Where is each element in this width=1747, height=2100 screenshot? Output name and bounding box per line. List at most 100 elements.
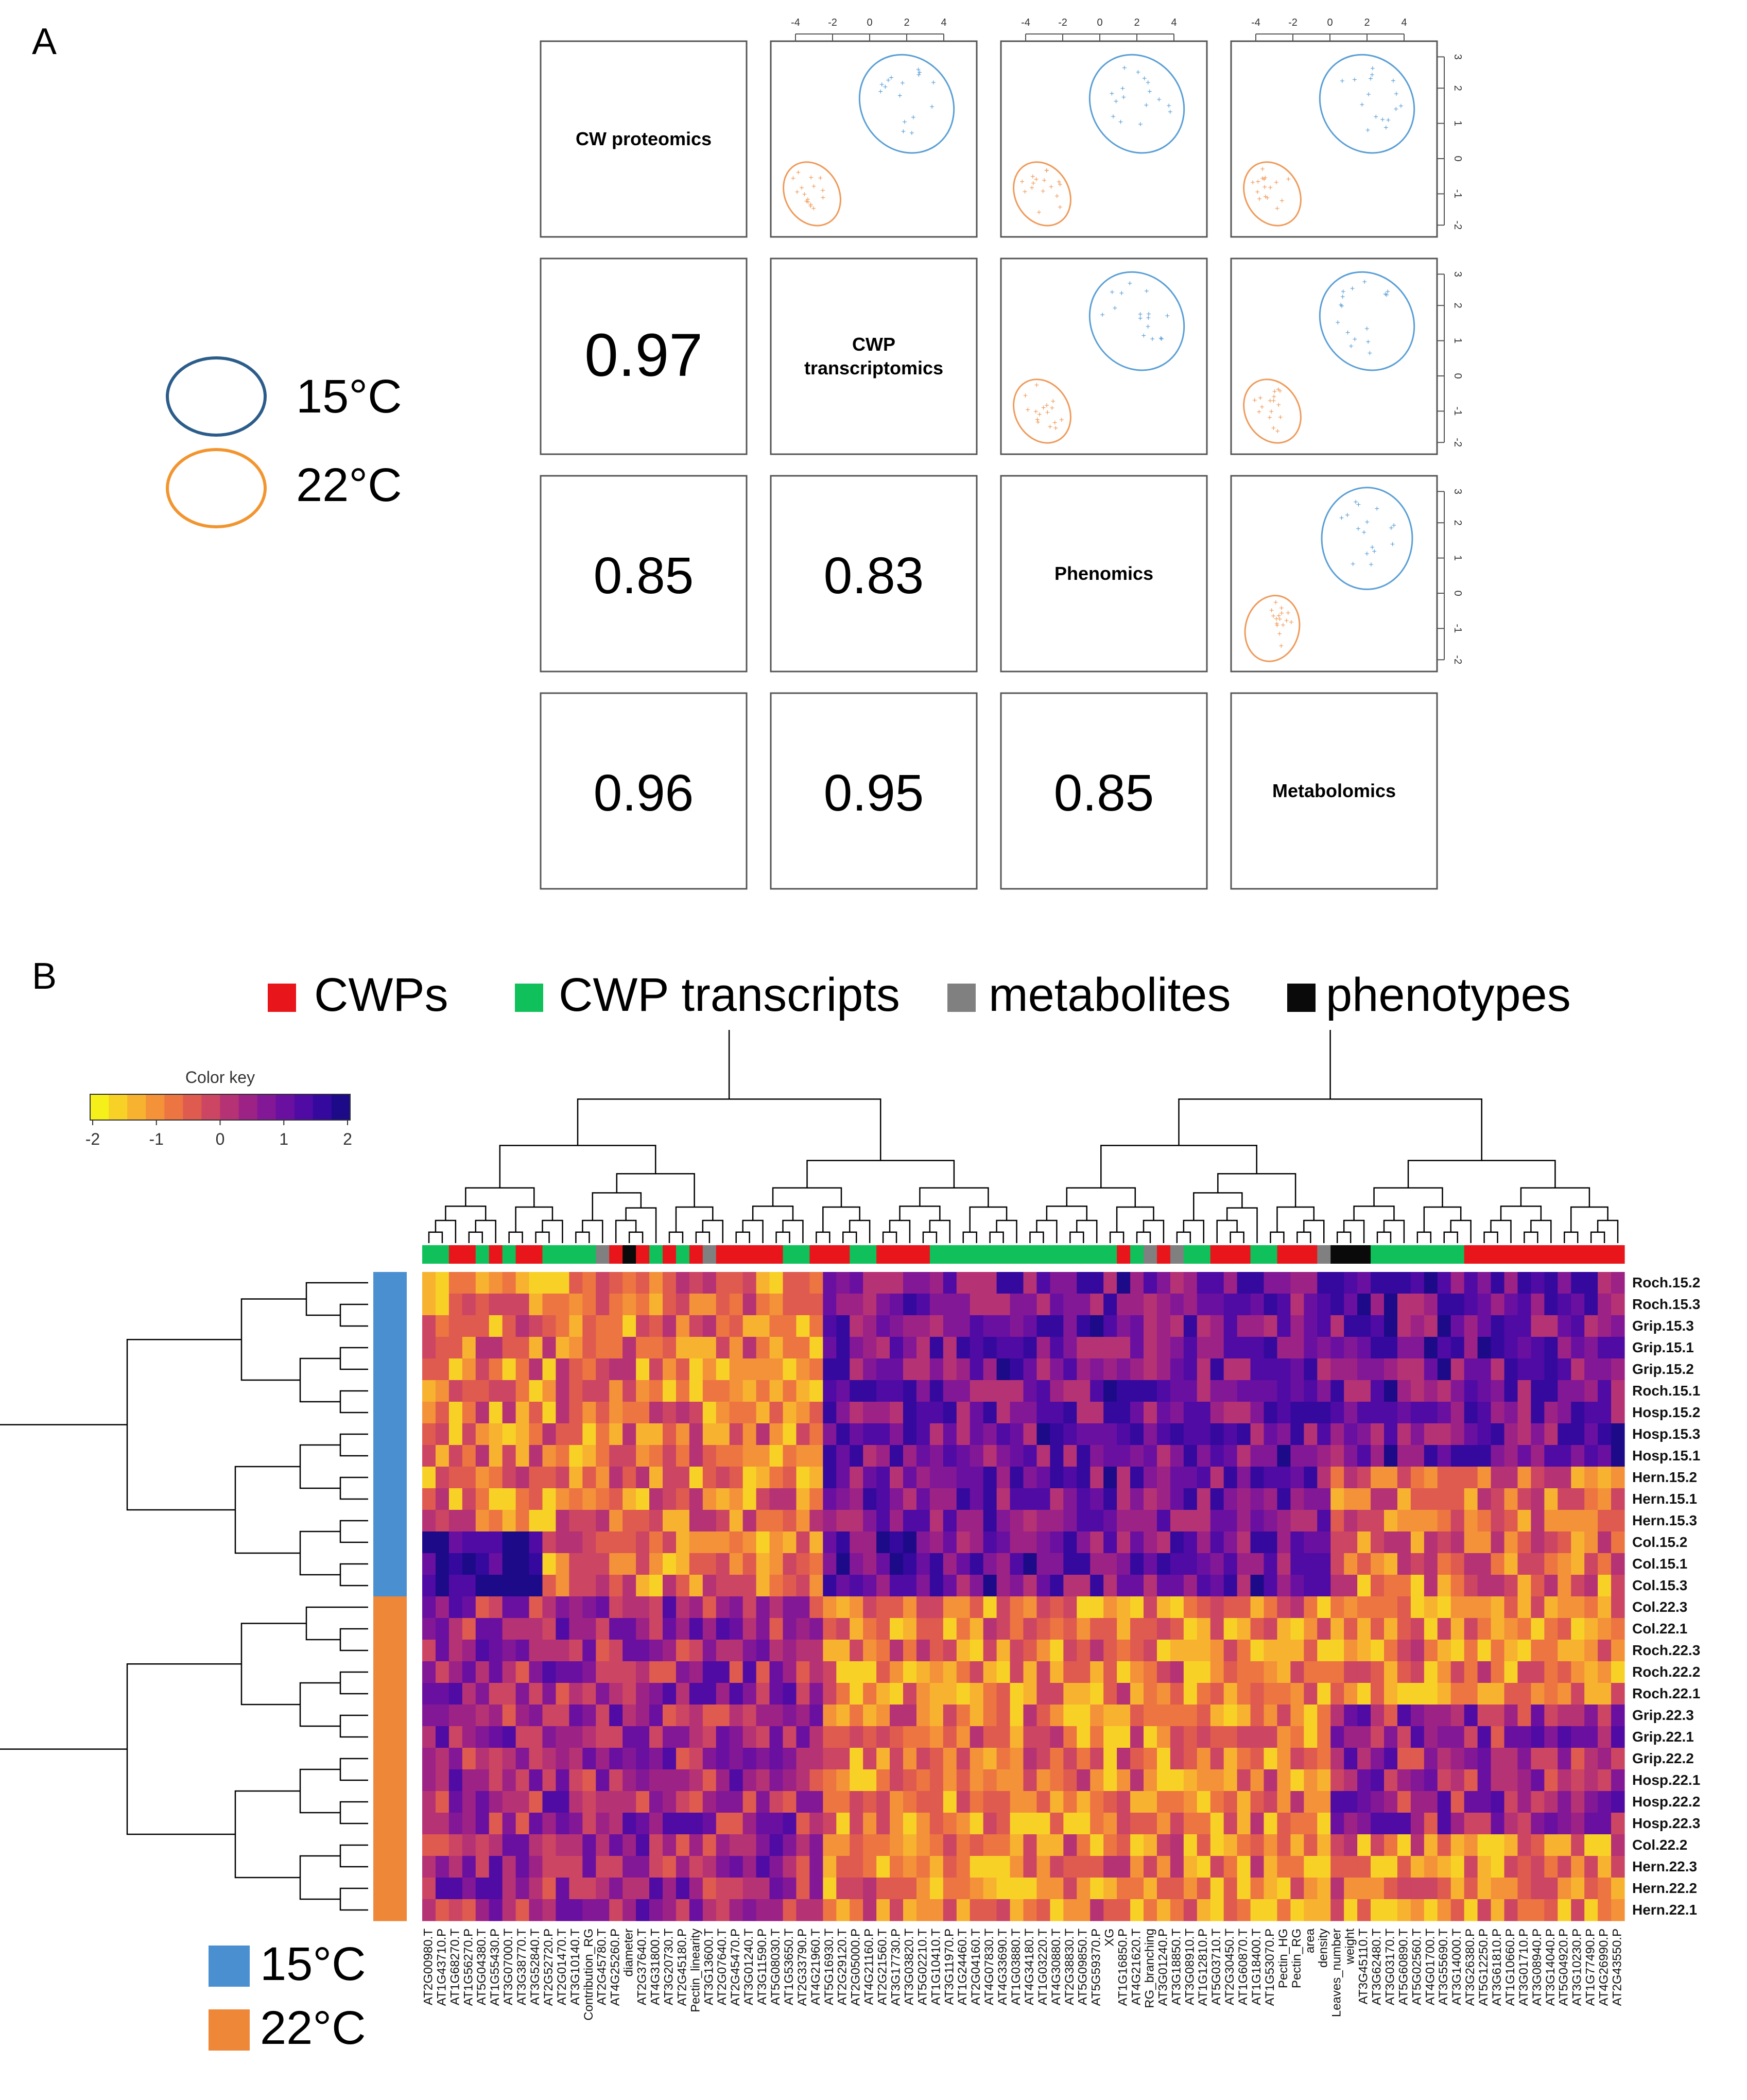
heatmap-cell bbox=[689, 1423, 703, 1445]
heatmap-cell bbox=[1036, 1596, 1050, 1619]
heatmap-cell bbox=[636, 1899, 650, 1921]
column-dendrogram-branch bbox=[1590, 1231, 1605, 1243]
heatmap-cell bbox=[1090, 1467, 1104, 1489]
heatmap-cell bbox=[422, 1510, 436, 1532]
heatmap-cell bbox=[1357, 1769, 1371, 1792]
scatter-point-15c: + bbox=[1353, 498, 1358, 507]
heatmap-cell bbox=[1450, 1726, 1465, 1748]
heatmap-cell bbox=[1517, 1445, 1531, 1467]
heatmap-cell bbox=[903, 1402, 917, 1424]
heatmap-cell bbox=[502, 1337, 516, 1359]
heatmap-cell bbox=[1197, 1510, 1211, 1532]
column-label: AT3G26380.P bbox=[1463, 1929, 1477, 2006]
heatmap-cell bbox=[863, 1878, 877, 1900]
heatmap-cell bbox=[649, 1899, 663, 1921]
heatmap-cell bbox=[903, 1834, 917, 1856]
heatmap-cell bbox=[1117, 1618, 1131, 1640]
heatmap-cell bbox=[983, 1834, 997, 1856]
heatmap-cell bbox=[1290, 1488, 1304, 1510]
heatmap-cell bbox=[649, 1402, 663, 1424]
scatter-point-15c: + bbox=[1392, 521, 1396, 530]
heatmap-cell bbox=[475, 1294, 490, 1316]
heatmap-cell bbox=[1010, 1272, 1024, 1294]
heatmap-cell bbox=[1304, 1878, 1318, 1900]
heatmap-cell bbox=[783, 1618, 797, 1640]
heatmap-cell bbox=[1344, 1769, 1358, 1792]
heatmap-cell bbox=[475, 1272, 490, 1294]
row-temperature-bar-cell bbox=[373, 1531, 407, 1554]
heatmap-cell bbox=[1036, 1272, 1050, 1294]
heatmap-cell bbox=[769, 1272, 784, 1294]
heatmap-cell bbox=[1170, 1856, 1184, 1878]
heatmap-cell bbox=[435, 1445, 449, 1467]
heatmap-cell bbox=[742, 1423, 757, 1445]
heatmap-cell bbox=[1170, 1596, 1184, 1619]
heatmap-cell bbox=[1344, 1553, 1358, 1575]
heatmap-cell bbox=[1036, 1510, 1050, 1532]
heatmap-cell bbox=[542, 1531, 557, 1554]
heatmap-cell bbox=[943, 1899, 957, 1921]
heatmap-cell bbox=[863, 1510, 877, 1532]
scatter-point-15c: + bbox=[1146, 314, 1151, 322]
heatmap-cell bbox=[1424, 1640, 1438, 1662]
heatmap-cell bbox=[596, 1358, 610, 1381]
column-label: AT5G08030.T bbox=[769, 1929, 783, 2005]
row-label: Roch.15.1 bbox=[1632, 1383, 1700, 1399]
heatmap-cell bbox=[903, 1596, 917, 1619]
heatmap-cell bbox=[716, 1618, 730, 1640]
heatmap-cell bbox=[1237, 1315, 1251, 1337]
heatmap-cell bbox=[996, 1769, 1011, 1792]
heatmap-cell bbox=[609, 1510, 623, 1532]
heatmap-cell bbox=[943, 1510, 957, 1532]
heatmap-cell bbox=[863, 1834, 877, 1856]
heatmap-cell bbox=[502, 1402, 516, 1424]
scatter-point-15c: + bbox=[1120, 84, 1125, 93]
heatmap-cell bbox=[783, 1423, 797, 1445]
column-label: AT4G21960.T bbox=[809, 1929, 823, 2005]
heatmap-cell bbox=[1063, 1791, 1077, 1813]
heatmap-cell bbox=[582, 1640, 596, 1662]
column-type-bar-cell bbox=[542, 1245, 557, 1264]
heatmap-cell bbox=[756, 1531, 770, 1554]
heatmap-cell bbox=[1183, 1553, 1198, 1575]
heatmap-cell bbox=[823, 1748, 837, 1770]
column-type-bar-cell bbox=[702, 1245, 717, 1264]
heatmap-cell bbox=[996, 1705, 1011, 1727]
heatmap-cell bbox=[929, 1748, 944, 1770]
column-dendrogram-branch bbox=[1178, 1098, 1482, 1161]
heatmap-cell bbox=[916, 1402, 930, 1424]
heatmap-cell bbox=[1036, 1402, 1050, 1424]
heatmap-cell bbox=[1491, 1272, 1505, 1294]
color-key-title: Color key bbox=[185, 1068, 255, 1087]
heatmap-cell bbox=[716, 1402, 730, 1424]
heatmap-cell bbox=[1090, 1358, 1104, 1381]
heatmap-cell bbox=[1464, 1358, 1478, 1381]
heatmap-cell bbox=[529, 1640, 543, 1662]
heatmap-cell bbox=[636, 1337, 650, 1359]
row-dendrogram-branch bbox=[339, 1758, 368, 1781]
row-dendrogram-branch bbox=[339, 1390, 368, 1414]
heatmap-cell bbox=[823, 1878, 837, 1900]
heatmap-cell bbox=[1156, 1402, 1171, 1424]
heatmap-cell bbox=[929, 1834, 944, 1856]
heatmap-cell bbox=[1558, 1467, 1571, 1489]
heatmap-cell bbox=[702, 1380, 717, 1402]
heatmap-cell bbox=[596, 1596, 610, 1619]
color-key-tick: 2 bbox=[343, 1130, 352, 1148]
heatmap-cell bbox=[489, 1380, 503, 1402]
row-temperature-bar-cell bbox=[373, 1878, 407, 1900]
heatmap-cell bbox=[1144, 1575, 1157, 1597]
heatmap-cell bbox=[1144, 1661, 1157, 1683]
heatmap-cell bbox=[435, 1380, 449, 1402]
variable-label-1: transcriptomics bbox=[804, 357, 943, 378]
heatmap-cell bbox=[1344, 1272, 1358, 1294]
heatmap-cell bbox=[1144, 1488, 1157, 1510]
heatmap-cell bbox=[1558, 1748, 1571, 1770]
heatmap-cell bbox=[836, 1726, 850, 1748]
heatmap-cell bbox=[783, 1402, 797, 1424]
heatmap-cell bbox=[462, 1640, 476, 1662]
heatmap-cell bbox=[716, 1488, 730, 1510]
heatmap-cell bbox=[1090, 1553, 1104, 1575]
heatmap-cell bbox=[943, 1315, 957, 1337]
column-label: AT4G21160.P bbox=[862, 1929, 876, 2005]
